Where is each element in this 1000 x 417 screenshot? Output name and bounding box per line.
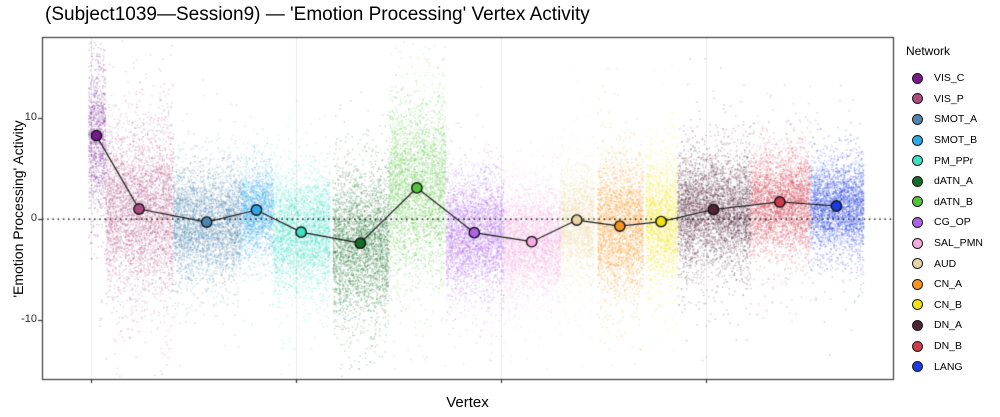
legend-item-label: CN_A bbox=[934, 278, 963, 291]
legend-item-label: CG_OP bbox=[934, 216, 971, 229]
legend-swatch-icon bbox=[912, 340, 923, 352]
legend-item: SAL_PMN bbox=[906, 233, 983, 254]
legend-item: DN_B bbox=[906, 336, 983, 357]
legend-item: dATN_B bbox=[906, 192, 983, 213]
legend-item-label: PM_PPr bbox=[934, 154, 974, 167]
y-tick-label: 10 bbox=[24, 111, 37, 124]
legend-title: Network bbox=[906, 44, 951, 58]
legend-item: VIS_C bbox=[906, 68, 983, 89]
legend-item-label: AUD bbox=[934, 257, 957, 270]
legend-item: CN_B bbox=[906, 295, 983, 316]
legend-item-label: CN_B bbox=[934, 298, 963, 311]
legend-item-label: dATN_B bbox=[934, 195, 973, 208]
legend-item: AUD bbox=[906, 253, 983, 274]
legend-item-label: VIS_P bbox=[934, 92, 964, 105]
x-axis-label: Vertex bbox=[446, 394, 489, 411]
legend-item: PM_PPr bbox=[906, 150, 983, 171]
legend-item: dATN_A bbox=[906, 171, 983, 192]
legend-item-label: dATN_A bbox=[934, 175, 973, 188]
legend-swatch-icon bbox=[912, 72, 923, 84]
legend-item-label: DN_A bbox=[934, 319, 963, 332]
legend-swatch-icon bbox=[912, 258, 923, 270]
legend-swatch-icon bbox=[912, 216, 923, 228]
legend-item: CG_OP bbox=[906, 212, 983, 233]
y-tick-label: -10 bbox=[21, 312, 37, 325]
legend-item: SMOT_A bbox=[906, 109, 983, 130]
legend-item-label: VIS_C bbox=[934, 72, 965, 85]
legend: Network VIS_C VIS_P SMOT_A SMOT_B PM_PPr… bbox=[906, 44, 983, 377]
legend-swatch-icon bbox=[912, 278, 923, 290]
legend-swatch-icon bbox=[912, 175, 923, 187]
legend-item: CN_A bbox=[906, 274, 983, 295]
legend-item-label: DN_B bbox=[934, 340, 963, 353]
legend-swatch-icon bbox=[912, 319, 923, 331]
legend-swatch-icon bbox=[912, 155, 923, 167]
legend-swatch-icon bbox=[912, 113, 923, 125]
y-tick-label: 0 bbox=[30, 212, 37, 225]
legend-swatch-icon bbox=[912, 93, 923, 105]
legend-swatch-icon bbox=[912, 134, 923, 146]
legend-item: SMOT_B bbox=[906, 130, 983, 151]
legend-item: VIS_P bbox=[906, 89, 983, 110]
legend-item-label: LANG bbox=[934, 360, 963, 373]
legend-item-label: SMOT_B bbox=[934, 134, 978, 147]
legend-swatch-icon bbox=[912, 196, 923, 208]
legend-swatch-icon bbox=[912, 361, 923, 373]
legend-swatch-icon bbox=[912, 299, 923, 311]
legend-swatch-icon bbox=[912, 237, 923, 249]
legend-item-label: SMOT_A bbox=[934, 113, 978, 126]
legend-item: LANG bbox=[906, 356, 983, 377]
legend-item: DN_A bbox=[906, 315, 983, 336]
chart-title: (Subject1039—Session9) — 'Emotion Proces… bbox=[45, 4, 590, 25]
legend-item-label: SAL_PMN bbox=[934, 237, 984, 250]
